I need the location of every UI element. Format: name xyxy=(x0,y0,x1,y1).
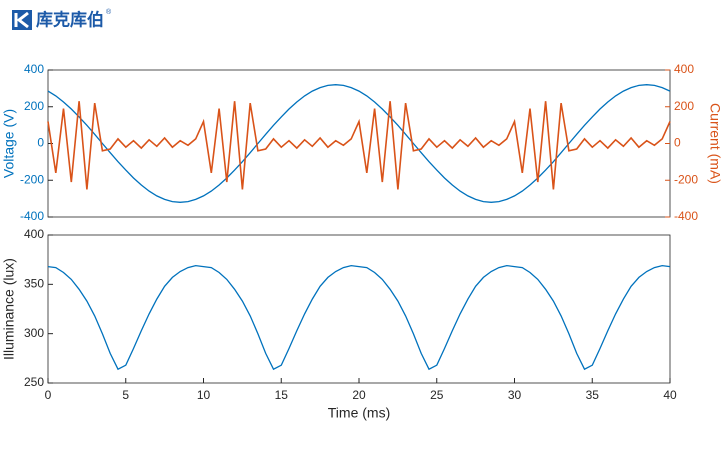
y-tick-label: -200 xyxy=(20,172,44,186)
y2-axis-label: Current (mA) xyxy=(707,103,723,184)
y2-tick-label: 200 xyxy=(674,99,694,113)
y-tick-label: 200 xyxy=(24,99,44,113)
logo-mark: ® xyxy=(106,8,112,16)
x-axis-label: Time (ms) xyxy=(328,405,390,421)
y-tick-label: 350 xyxy=(24,277,44,291)
y-tick-label: 0 xyxy=(37,136,44,150)
logo-glyph xyxy=(14,11,29,29)
y2-tick-label: 400 xyxy=(674,62,694,76)
series-line xyxy=(47,264,671,371)
plot-area xyxy=(47,69,671,218)
x-tick-label: 35 xyxy=(586,388,600,402)
y-tick-label: 300 xyxy=(24,326,44,340)
x-tick-label: 20 xyxy=(352,388,366,402)
x-tick-label: 0 xyxy=(45,388,52,402)
logo-text: 库克库伯 xyxy=(36,9,104,29)
plot-area xyxy=(47,234,671,384)
y2-tick-label: -200 xyxy=(674,172,698,186)
x-tick-label: 40 xyxy=(663,388,677,402)
y-axis-label: Voltage (V) xyxy=(1,109,17,178)
x-tick-label: 25 xyxy=(430,388,444,402)
y2-tick-label: 0 xyxy=(674,136,681,150)
x-tick-label: 15 xyxy=(275,388,289,402)
y-tick-label: -400 xyxy=(20,209,44,223)
y2-tick-label: -400 xyxy=(674,209,698,223)
y-tick-label: 250 xyxy=(24,375,44,389)
series-line xyxy=(47,84,671,203)
x-tick-label: 30 xyxy=(508,388,522,402)
y-tick-label: 400 xyxy=(24,227,44,241)
series-line xyxy=(47,101,671,190)
y-tick-label: 400 xyxy=(24,62,44,76)
x-tick-label: 5 xyxy=(122,388,129,402)
x-tick-label: 10 xyxy=(197,388,211,402)
y-axis-label: Illuminance (lux) xyxy=(1,258,17,360)
